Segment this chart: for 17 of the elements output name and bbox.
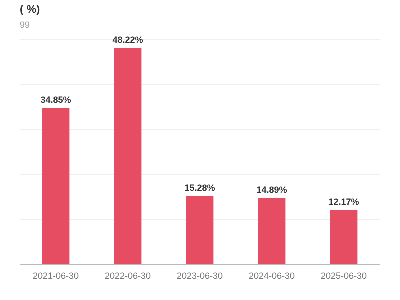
x-tick-label: 2022-06-30: [104, 271, 152, 281]
data-label: 34.85%: [40, 95, 72, 106]
bar: [258, 198, 286, 265]
data-label: 15.28%: [184, 183, 216, 194]
bar: [330, 210, 358, 265]
data-label: 14.89%: [256, 184, 288, 195]
data-label: 48.22%: [112, 35, 144, 46]
chart-subtitle: 99: [20, 20, 30, 30]
chart-title: ( %): [20, 4, 40, 16]
bar: [114, 48, 142, 265]
data-label: 12.17%: [328, 197, 360, 208]
x-tick-label: 2024-06-30: [248, 271, 296, 281]
x-tick-label: 2025-06-30: [320, 271, 368, 281]
bar: [186, 196, 214, 265]
x-tick-label: 2023-06-30: [176, 271, 224, 281]
x-tick-label: 2021-06-30: [32, 271, 80, 281]
bar: [42, 108, 70, 265]
